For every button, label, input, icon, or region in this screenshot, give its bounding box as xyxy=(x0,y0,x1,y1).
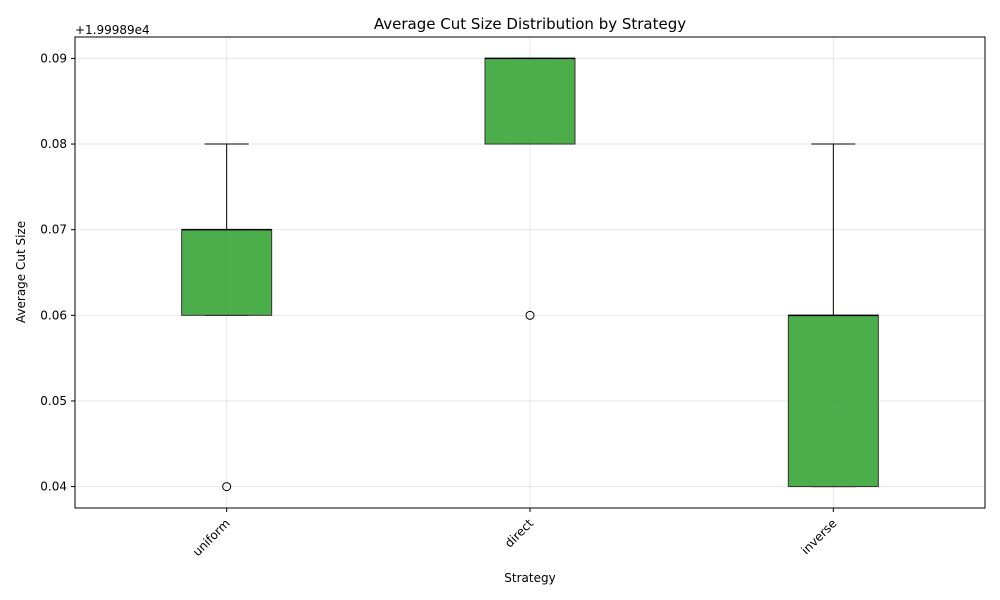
box-uniform xyxy=(181,143,273,492)
y-offset-text: +1.99989e4 xyxy=(75,23,150,37)
box-body xyxy=(484,57,576,145)
outlier-point xyxy=(222,482,232,492)
y-tick-label: 0.07 xyxy=(40,223,67,237)
box-body xyxy=(181,229,273,316)
y-axis-label: Average Cut Size xyxy=(14,221,28,323)
box-direct xyxy=(484,57,576,320)
box-body xyxy=(787,314,879,488)
y-tick-label: 0.09 xyxy=(40,51,67,65)
x-axis-label: Strategy xyxy=(504,571,555,585)
boxes-layer xyxy=(181,57,879,492)
y-tick-label: 0.04 xyxy=(40,480,67,494)
y-tick-label: 0.08 xyxy=(40,137,67,151)
outlier-point xyxy=(525,310,535,320)
x-tick-label: uniform xyxy=(190,516,233,559)
x-tick-label: direct xyxy=(502,516,536,550)
box-inverse xyxy=(787,143,879,488)
y-tick-label: 0.05 xyxy=(40,394,67,408)
y-tick-label: 0.06 xyxy=(40,308,67,322)
ticks-layer: 0.04 0.05 0.06 0.07 0.08 0.09 uniform direct inv… xyxy=(40,51,839,559)
chart-title: Average Cut Size Distribution by Strateg… xyxy=(374,15,686,33)
x-tick-label: inverse xyxy=(798,516,839,557)
